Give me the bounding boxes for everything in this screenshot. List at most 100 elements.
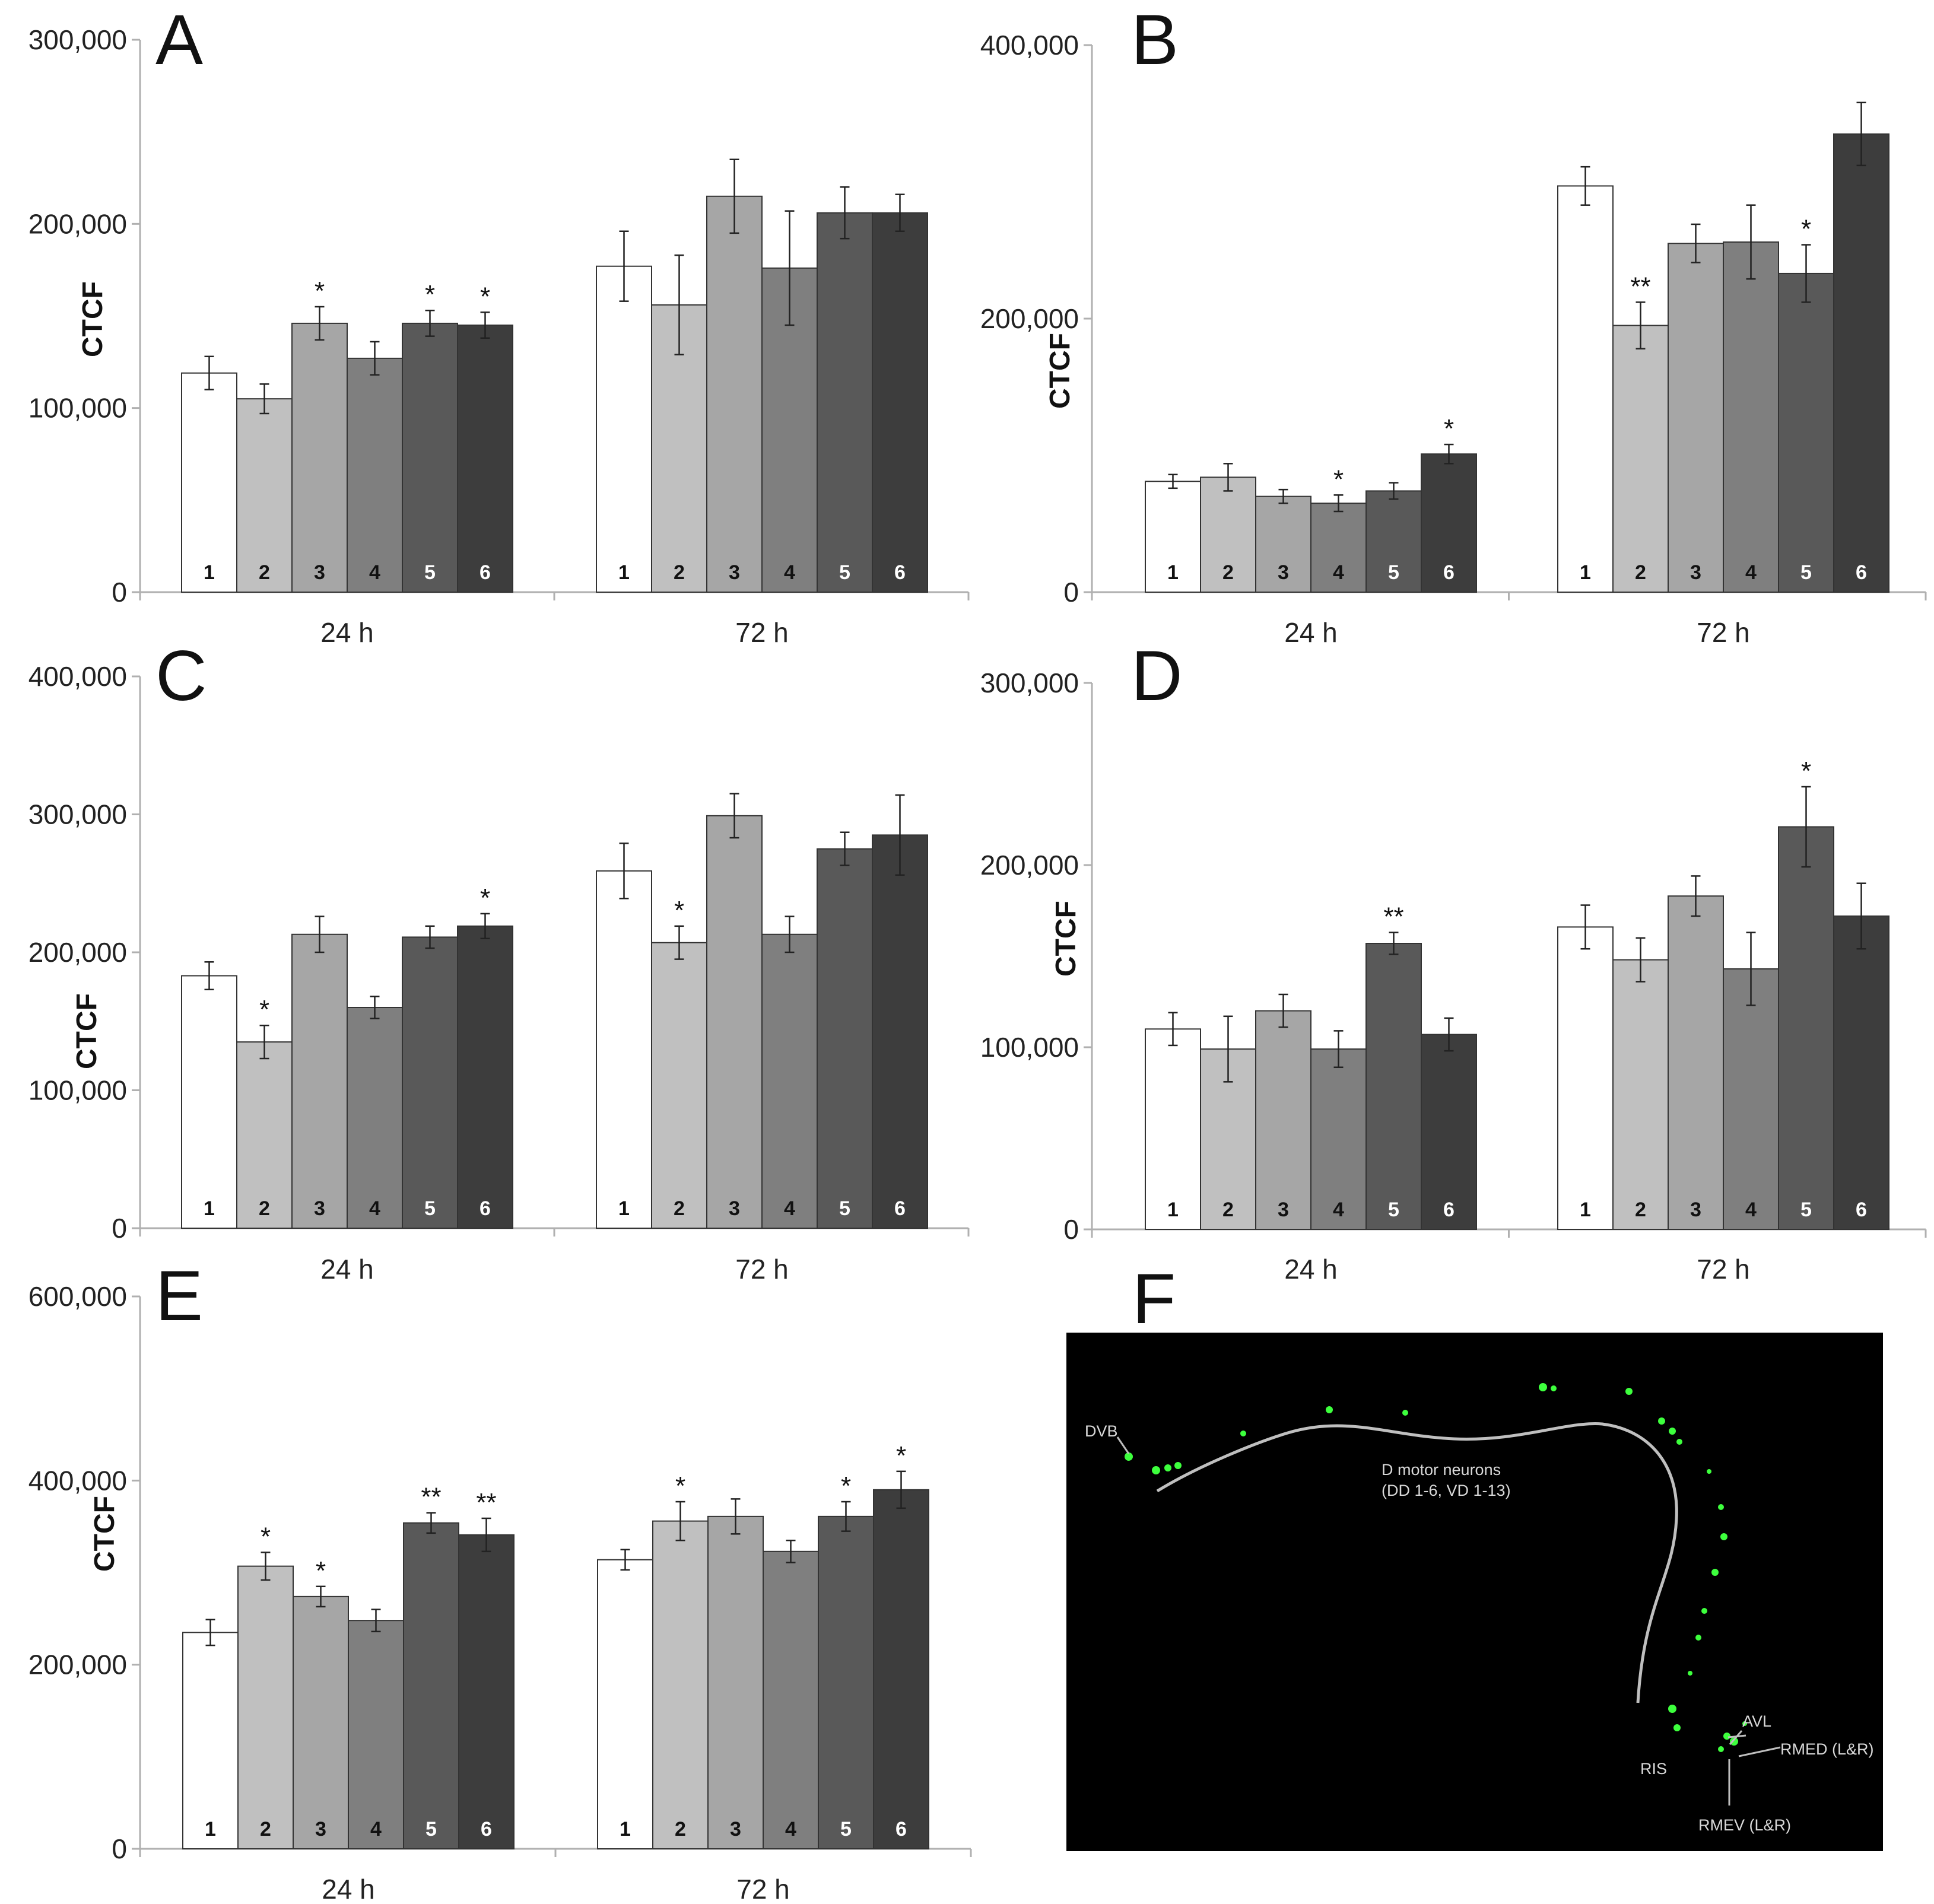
bar-number-label: 3 — [314, 561, 325, 584]
group-label: 24 h — [1284, 1254, 1338, 1285]
group-label: 72 h — [735, 617, 789, 648]
y-tick-label: 200,000 — [28, 1649, 127, 1680]
significance-marker: * — [841, 1471, 851, 1501]
avl-pointer-line — [1729, 1730, 1743, 1745]
bar — [1723, 241, 1779, 593]
bar — [181, 975, 237, 1229]
y-axis-title: CTCF — [77, 281, 109, 357]
group-label: 72 h — [1697, 1254, 1750, 1285]
y-tick-label: 0 — [112, 577, 127, 608]
y-tick-label: 600,000 — [28, 1281, 127, 1312]
bar-number-label: 5 — [1800, 561, 1812, 584]
label-ris: RIS — [1640, 1760, 1667, 1778]
chart-panels: A 0 100,000 200,000 300,000 CTCF 24 h 1 2 3 * 4 5 * 6 *… — [28, 0, 1927, 1904]
significance-marker: * — [480, 282, 490, 311]
bar-number-label: 2 — [259, 1197, 270, 1220]
bar-number-label: 2 — [675, 1818, 686, 1841]
bar-number-label: 6 — [1856, 1199, 1867, 1221]
bar-number-label: 5 — [840, 1818, 852, 1841]
bar — [181, 372, 237, 593]
significance-marker: * — [315, 276, 325, 306]
bar-number-label: 2 — [674, 1197, 685, 1220]
panel-letter-f: F — [1132, 1259, 1176, 1339]
y-tick-label: 400,000 — [28, 1465, 127, 1496]
bar — [1557, 926, 1614, 1230]
bar — [293, 1595, 349, 1849]
group-label: 24 h — [1284, 617, 1338, 648]
y-tick-label: 0 — [112, 1213, 127, 1244]
bar-number-label: 2 — [1635, 561, 1646, 584]
bar-number-label: 5 — [1388, 561, 1399, 584]
bar-number-label: 5 — [839, 1197, 850, 1220]
panel-letter-b: B — [1131, 0, 1179, 80]
bar-number-label: 3 — [1690, 1199, 1701, 1221]
bar-number-label: 3 — [314, 1197, 325, 1220]
neuron-dot — [1688, 1671, 1692, 1676]
bar-number-label: 2 — [1635, 1199, 1646, 1221]
y-tick-label: 0 — [1063, 1214, 1079, 1245]
bar — [706, 195, 763, 593]
bar-number-label: 4 — [784, 1197, 795, 1220]
bar — [706, 815, 763, 1229]
bar — [1778, 826, 1834, 1230]
panel-f-micrograph: F DVB D motor neurons (DD 1-6, VD 1-13) … — [1066, 1259, 1883, 1851]
y-tick-label: 200,000 — [980, 850, 1079, 881]
bar — [402, 322, 458, 593]
neuron-dot — [1730, 1737, 1738, 1746]
bar-number-label: 1 — [618, 561, 630, 584]
bar-number-label: 4 — [369, 561, 380, 584]
neuron-dot — [1152, 1466, 1160, 1474]
y-tick-label: 300,000 — [28, 24, 127, 55]
y-axis-title: CTCF — [89, 1496, 120, 1572]
bar — [291, 933, 348, 1229]
neuron-dot — [1402, 1410, 1408, 1416]
bar — [1778, 272, 1834, 593]
bar — [872, 212, 928, 593]
bar — [236, 398, 293, 593]
neuron-dot — [1669, 1428, 1676, 1435]
neuron-dot — [1125, 1452, 1133, 1461]
bar-number-label: 3 — [315, 1818, 326, 1841]
bar-number-label: 1 — [1167, 561, 1179, 584]
bar — [707, 1515, 764, 1850]
panel-a: A 0 100,000 200,000 300,000 CTCF 24 h 1 2 3 * 4 5 * 6 *… — [28, 0, 970, 648]
bar-number-label: 1 — [1580, 1199, 1591, 1221]
y-tick-label: 0 — [1063, 577, 1079, 608]
bar-number-label: 2 — [259, 561, 270, 584]
bar-number-label: 6 — [1856, 561, 1867, 584]
neuron-dot — [1718, 1746, 1724, 1752]
bar-number-label: 4 — [370, 1818, 382, 1841]
bar-number-label: 6 — [894, 561, 906, 584]
bar — [763, 1550, 819, 1850]
bar-number-label: 4 — [1333, 1199, 1344, 1221]
y-tick-label: 300,000 — [28, 799, 127, 830]
neuron-dot — [1676, 1439, 1682, 1445]
significance-marker: ** — [476, 1488, 496, 1517]
bar — [596, 265, 652, 593]
bar — [872, 834, 928, 1229]
bar — [347, 1007, 403, 1229]
significance-marker: * — [316, 1556, 326, 1585]
label-d-motor-subtypes: (DD 1-6, VD 1-13) — [1382, 1482, 1511, 1499]
bar — [457, 925, 513, 1229]
bar — [347, 357, 403, 593]
significance-marker: * — [480, 883, 490, 913]
bar — [1200, 476, 1256, 593]
bar-number-label: 4 — [784, 561, 795, 584]
bar-number-label: 3 — [1278, 561, 1289, 584]
neuron-dot — [1695, 1635, 1701, 1641]
bar-number-label: 4 — [1745, 561, 1757, 584]
bar-number-label: 6 — [479, 1197, 491, 1220]
neuron-dot — [1326, 1406, 1333, 1413]
significance-marker: * — [896, 1441, 906, 1470]
bar — [291, 322, 348, 593]
bar-number-label: 6 — [1443, 1199, 1455, 1221]
neuron-dot — [1711, 1569, 1719, 1576]
neuron-dot — [1551, 1385, 1557, 1391]
neuron-dot — [1742, 1721, 1747, 1726]
y-tick-label: 200,000 — [980, 303, 1079, 334]
bar — [817, 848, 873, 1229]
neuron-dot — [1673, 1724, 1681, 1731]
neuron-dot — [1625, 1388, 1633, 1395]
